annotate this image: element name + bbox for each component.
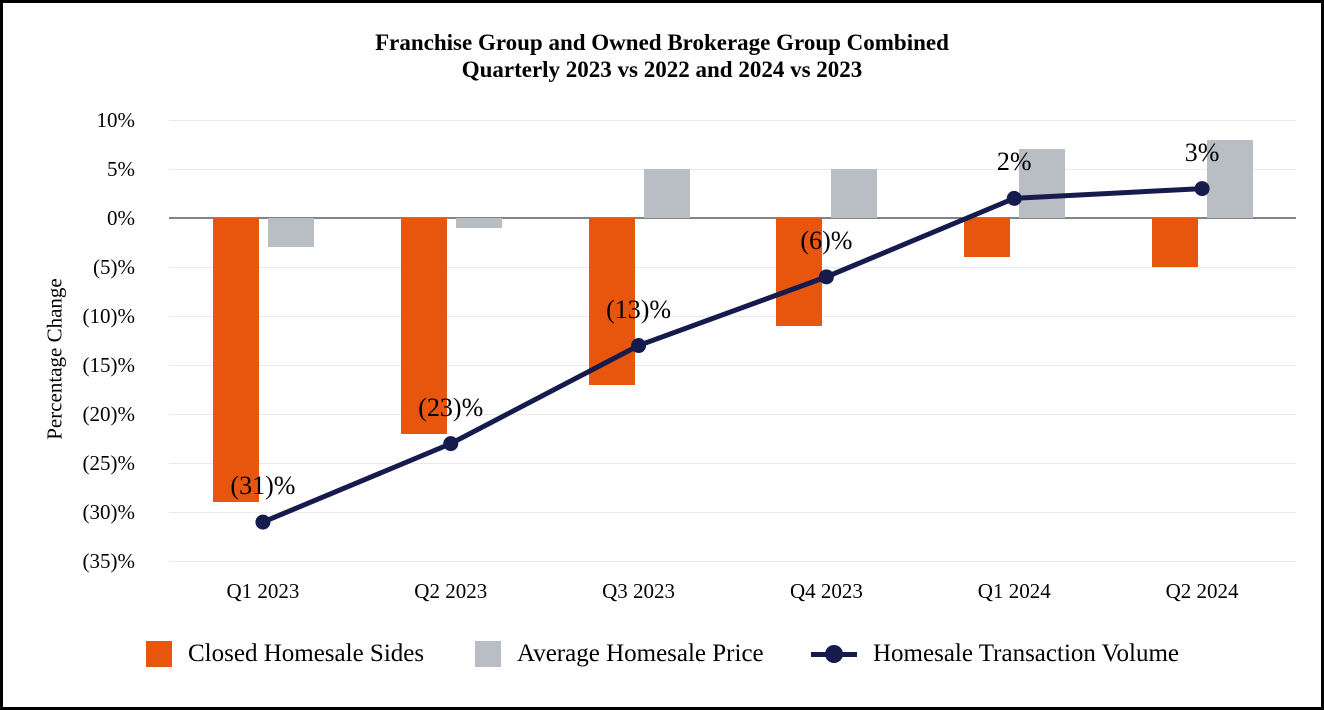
bar-average-homesale-price [643,168,690,218]
bar-average-homesale-price [1019,149,1066,218]
bar-average-homesale-price [831,168,878,218]
gridline [169,168,1296,170]
legend-item-closed-homesale-sides: Closed Homesale Sides [146,639,424,669]
zero-axis-line [169,217,1296,219]
x-tick-label: Q1 2024 [977,579,1051,603]
average-homesale-price-swatch-icon [475,641,501,667]
legend-item-average-homesale-price: Average Homesale Price [475,639,764,669]
line-data-label: (23)% [418,392,484,422]
line-data-label: 2% [996,147,1032,177]
y-tick-label: (10)% [82,304,135,329]
line-marker [1006,190,1022,206]
legend-label-closed-homesale-sides: Closed Homesale Sides [188,640,425,667]
line-data-label: (13)% [606,294,672,324]
y-tick-label: (20)% [82,402,135,427]
line-marker [631,338,647,354]
gridline [169,267,1296,269]
gridline [169,512,1296,514]
gridline [169,463,1296,465]
x-tick-label: Q2 2024 [1165,579,1239,603]
line-marker [1194,181,1210,197]
bar-closed-homesale-sides [776,218,823,326]
legend-item-homesale-transaction-volume: Homesale Transaction Volume [811,639,1179,669]
bar-average-homesale-price [455,218,502,228]
x-tick-label: Q4 2023 [789,579,863,603]
closed-homesale-sides-swatch-icon [146,641,172,667]
x-tick-label: Q1 2023 [226,579,300,603]
gridline [169,119,1296,121]
gridline [169,365,1296,367]
chart-title-line1: Franchise Group and Owned Brokerage Grou… [375,30,949,55]
line-data-label: (6)% [800,225,853,255]
y-tick-label: 5% [107,156,135,181]
gridline [169,414,1296,416]
line-data-label: (31)% [230,471,296,501]
x-tick-label: Q2 2023 [414,579,488,603]
bar-closed-homesale-sides [400,218,447,434]
gridline [169,561,1296,563]
homesale-transaction-volume-line-marker-icon [811,641,857,667]
gridline [169,316,1296,318]
bar-closed-homesale-sides [964,218,1011,258]
y-tick-label: 0% [107,206,135,230]
y-tick-label: (35)% [82,549,135,574]
chart-title: Franchise Group and Owned Brokerage Grou… [3,29,1321,83]
bar-average-homesale-price [267,218,314,248]
x-tick-label: Q3 2023 [602,579,676,603]
y-tick-label: (15)% [82,353,135,378]
line-marker [255,514,271,530]
bar-closed-homesale-sides [212,218,259,503]
legend-label-average-homesale-price: Average Homesale Price [517,640,764,667]
y-tick-label: (30)% [82,500,135,525]
bar-closed-homesale-sides [1152,218,1199,268]
line-marker [443,436,459,452]
bar-average-homesale-price [1207,139,1254,218]
legend: Closed Homesale Sides Average Homesale P… [3,639,1321,679]
line-marker [818,269,834,285]
legend-label-homesale-transaction-volume: Homesale Transaction Volume [873,640,1180,667]
line-data-label: 3% [1184,137,1220,167]
homesale-transaction-volume-line [255,181,1210,530]
y-tick-label: (25)% [82,451,135,476]
y-tick-label: (5)% [93,255,135,280]
chart-title-line2: Quarterly 2023 vs 2022 and 2024 vs 2023 [461,57,863,82]
y-tick-label: 10% [96,107,136,132]
